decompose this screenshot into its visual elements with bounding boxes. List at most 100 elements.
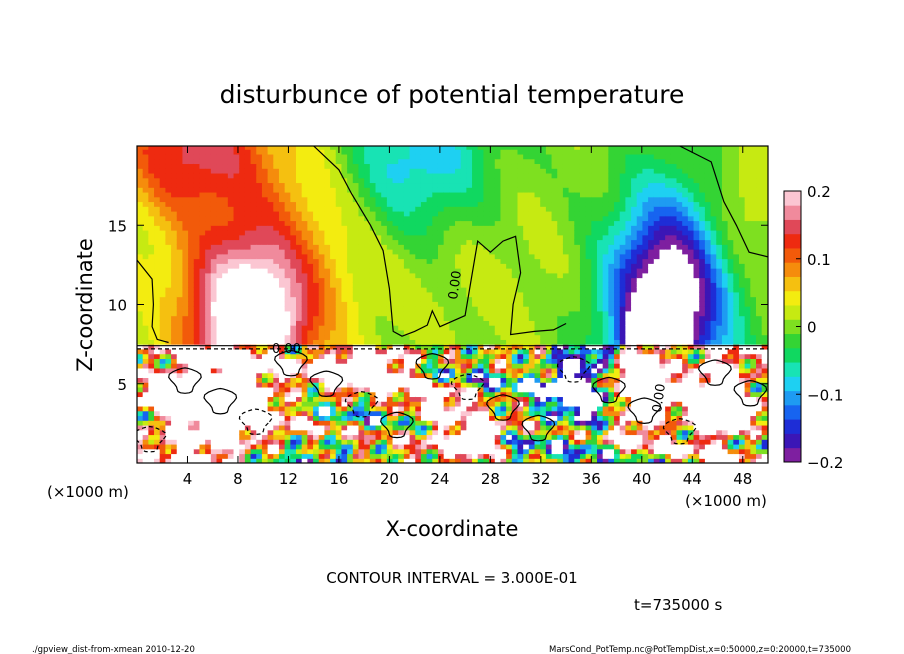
heatmap-cell [398, 177, 405, 184]
heatmap-cell [477, 458, 485, 463]
heatmap-cell [477, 301, 485, 307]
heatmap-cell [165, 149, 172, 155]
heatmap-cell [313, 291, 320, 298]
heatmap-cell [392, 158, 399, 165]
heatmap-cell [483, 272, 490, 279]
heatmap-cell [352, 258, 360, 264]
heatmap-cell [386, 253, 394, 260]
heatmap-cell [347, 258, 354, 264]
heatmap-cell [239, 405, 246, 412]
heatmap-cell [261, 272, 269, 279]
heatmap-cell [437, 339, 445, 345]
heatmap-cell [188, 239, 195, 245]
heatmap-cell [534, 301, 541, 307]
heatmap-cell [494, 249, 502, 255]
heatmap-cell [364, 149, 371, 155]
heatmap-cell [415, 386, 422, 393]
heatmap-cell [540, 315, 547, 321]
heatmap-cell [386, 420, 394, 426]
heatmap-cell [330, 220, 337, 226]
heatmap-cell [415, 230, 422, 236]
heatmap-cell [142, 325, 149, 331]
heatmap-cell [506, 258, 513, 264]
heatmap-cell [290, 348, 297, 355]
heatmap-cell [528, 439, 536, 445]
heatmap-cell [449, 344, 456, 350]
heatmap-cell [352, 282, 360, 288]
heatmap-cell [545, 296, 553, 302]
heatmap-cell [193, 301, 201, 307]
heatmap-cell [347, 253, 354, 260]
heatmap-cell [193, 187, 201, 193]
heatmap-cell [193, 310, 201, 317]
heatmap-cell [523, 196, 530, 203]
heatmap-cell [460, 172, 467, 179]
heatmap-cell [244, 153, 252, 160]
heatmap-cell [188, 353, 195, 359]
heatmap-cell [347, 396, 354, 402]
heatmap-cell [261, 149, 269, 155]
heatmap-cell [278, 277, 286, 283]
heatmap-cell [216, 329, 223, 336]
heatmap-cell [477, 253, 485, 260]
heatmap-cell [222, 230, 229, 236]
heatmap-cell [506, 315, 513, 321]
heatmap-cell [443, 191, 450, 198]
heatmap-cell [341, 329, 348, 336]
heatmap-cell [409, 306, 416, 312]
heatmap-cell [273, 420, 280, 426]
heatmap-cell [313, 234, 320, 241]
heatmap-cell [154, 420, 161, 426]
heatmap-cell [148, 348, 155, 355]
heatmap-cell [222, 453, 229, 459]
heatmap-cell [313, 420, 320, 426]
heatmap-cell [523, 382, 530, 388]
heatmap-cell [324, 272, 331, 279]
heatmap-cell [517, 306, 524, 312]
heatmap-cell [523, 146, 530, 150]
heatmap-cell [449, 258, 456, 264]
heatmap-cell [517, 367, 524, 374]
heatmap-cell [506, 149, 513, 155]
heatmap-cell [171, 344, 178, 350]
heatmap-cell [256, 439, 263, 445]
heatmap-cell [296, 291, 303, 298]
heatmap-cell [489, 234, 496, 241]
heatmap-cell [494, 353, 502, 359]
heatmap-cell [523, 253, 530, 260]
heatmap-cell [426, 443, 433, 450]
heatmap-cell [227, 239, 235, 245]
heatmap-cell [375, 168, 382, 174]
heatmap-cell [432, 182, 439, 188]
heatmap-cell [466, 201, 473, 207]
heatmap-cell [449, 215, 456, 222]
heatmap-cell [534, 453, 541, 459]
heatmap-cell [335, 291, 343, 298]
heatmap-cell [267, 272, 274, 279]
heatmap-cell [239, 448, 246, 455]
heatmap-cell [506, 244, 513, 250]
heatmap-cell [267, 153, 274, 160]
heatmap-cell [267, 196, 274, 203]
heatmap-cell [210, 230, 218, 236]
heatmap-cell [233, 272, 240, 279]
heatmap-cell [307, 401, 314, 407]
heatmap-cell [244, 353, 252, 359]
heatmap-cell [188, 306, 195, 312]
heatmap-cell [171, 339, 178, 345]
heatmap-cell [426, 182, 433, 188]
heatmap-cell [330, 310, 337, 317]
heatmap-cell [148, 206, 155, 212]
heatmap-cell [472, 146, 479, 150]
heatmap-cell [409, 149, 416, 155]
heatmap-cell [506, 429, 513, 436]
heatmap-cell [159, 348, 166, 355]
heatmap-cell [267, 358, 274, 364]
heatmap-cell [517, 410, 524, 417]
heatmap-cell [210, 220, 218, 226]
heatmap-cell [159, 258, 166, 264]
heatmap-cell [364, 244, 371, 250]
heatmap-cell [540, 182, 547, 188]
heatmap-cell [432, 268, 439, 274]
heatmap-cell [489, 253, 496, 260]
